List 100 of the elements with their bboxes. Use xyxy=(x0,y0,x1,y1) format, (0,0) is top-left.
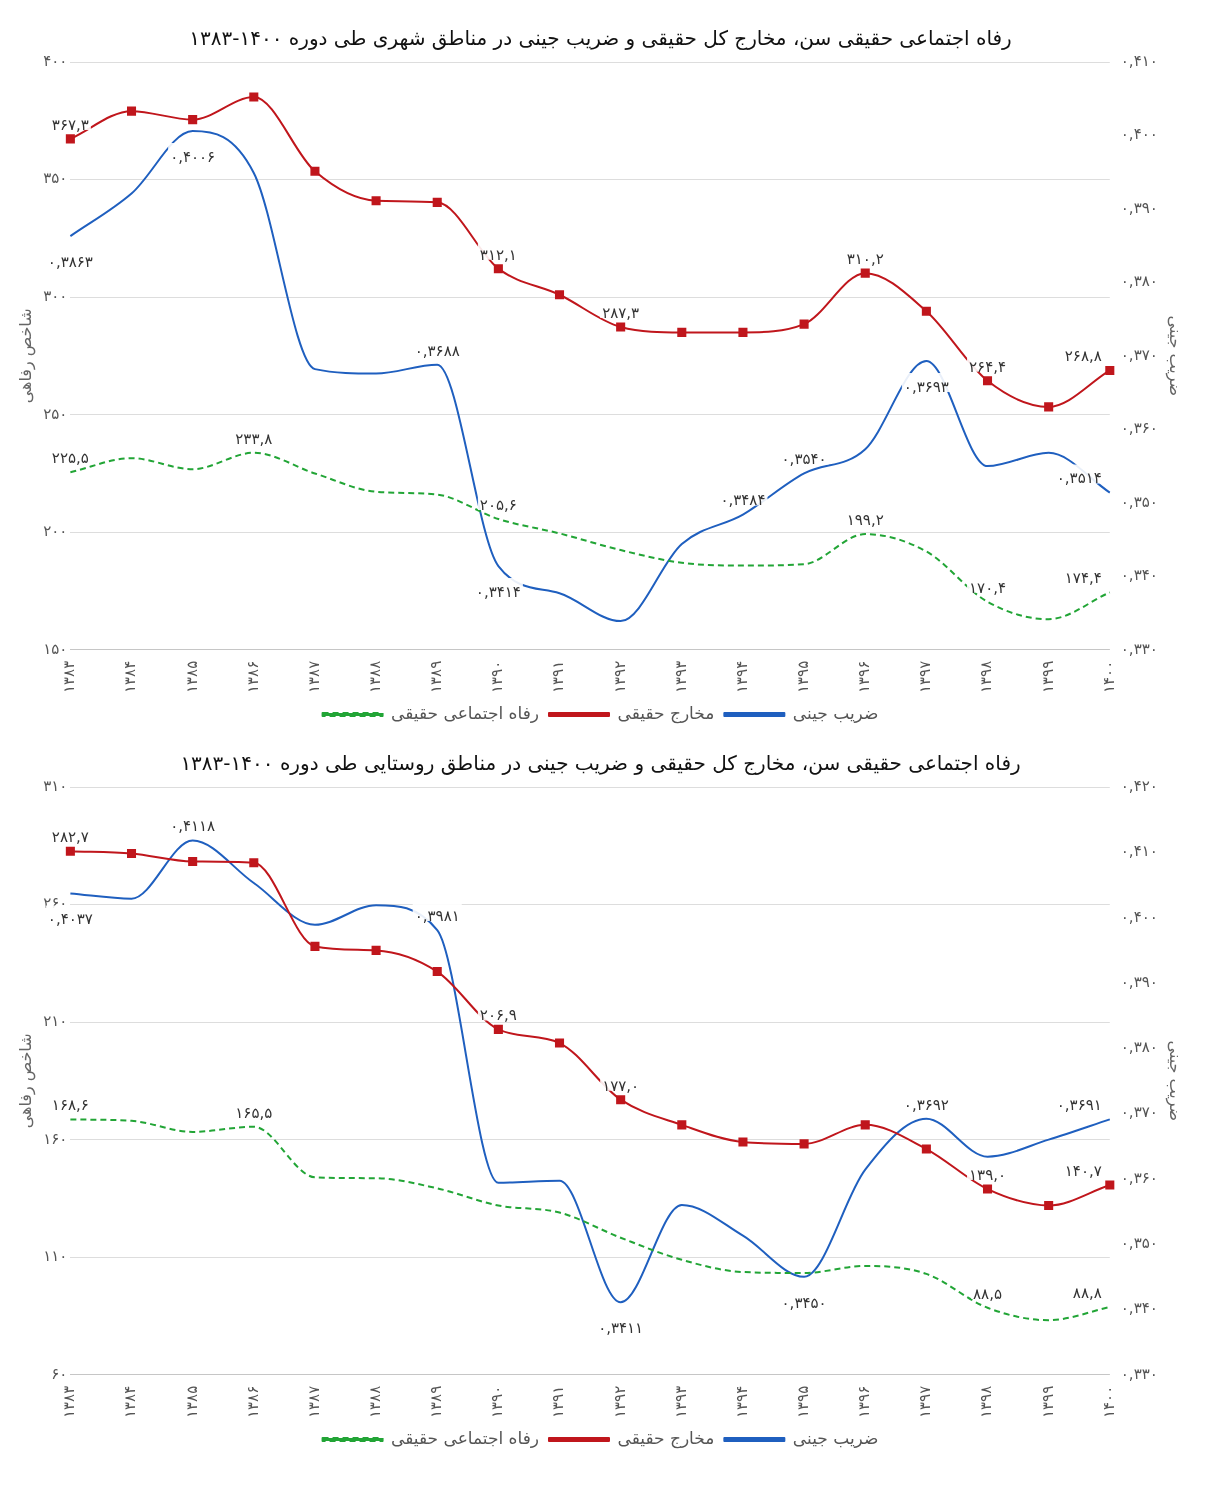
x-tick-label: ۱۳۹۶ xyxy=(855,660,874,694)
legend-label: ضریب جینی xyxy=(792,1427,879,1448)
data-label: ۸۸,۸ xyxy=(1072,1283,1102,1302)
x-tick-label: ۱۳۹۷ xyxy=(916,660,935,694)
point xyxy=(554,290,565,300)
x-tick-label: ۱۳۹۱ xyxy=(549,1385,568,1419)
x-tick-label: ۱۳۹۵ xyxy=(793,660,812,694)
point xyxy=(982,376,993,386)
point xyxy=(738,327,748,337)
data-label: ۸۸,۵ xyxy=(973,1284,1002,1303)
x-tick-label: ۱۳۸۵ xyxy=(182,1385,201,1419)
x-tick-label: ۱۳۹۲ xyxy=(610,660,629,694)
point xyxy=(616,1095,626,1105)
data-label: ۲۶۸,۸ xyxy=(1064,347,1102,366)
data-label: ۲۰۶,۹ xyxy=(479,1006,517,1025)
x-tick-label: ۱۳۸۹ xyxy=(427,1385,446,1419)
x-tick-label: ۱۳۹۲ xyxy=(610,1385,629,1419)
x-tick-label: ۱۳۸۶ xyxy=(243,1385,262,1419)
data-label: ۰,۳۴۱۱ xyxy=(598,1319,644,1338)
y-tick-label: ۱۶۰ xyxy=(43,1129,68,1148)
y-tick-label: ۲۶۰ xyxy=(43,894,68,913)
data-label: ۰,۳۵۴۰ xyxy=(781,450,827,469)
data-label: ۱۹۹,۲ xyxy=(846,510,884,529)
y2-tick-label: ۰,۳۵۰ xyxy=(1120,492,1158,511)
x-tick-label: ۱۳۸۳ xyxy=(60,660,79,694)
data-label: ۰,۴۰۰۶ xyxy=(170,147,216,166)
y2-tick-label: ۰,۴۱۰ xyxy=(1120,842,1158,861)
point xyxy=(432,197,442,207)
x-tick-label: ۱۳۸۷ xyxy=(304,660,323,694)
x-tick-label: ۱۳۸۴ xyxy=(121,660,140,694)
legend-label: مخارج حقیقی xyxy=(617,1427,715,1449)
data-label: ۲۰۵,۶ xyxy=(479,495,517,514)
point xyxy=(65,134,75,144)
y-tick-label: ۳۰۰ xyxy=(43,287,68,305)
point xyxy=(432,967,442,977)
y-tick-label: ۳۱۰ xyxy=(43,776,68,795)
point xyxy=(493,264,503,274)
point xyxy=(616,322,626,332)
x-tick-label: ۱۴۰۰ xyxy=(1099,660,1118,694)
data-label: ۱۶۵,۵ xyxy=(235,1103,273,1122)
legend-label: مخارج حقیقی xyxy=(617,702,715,724)
x-tick-label: ۱۳۹۴ xyxy=(732,1385,751,1419)
data-label: ۰,۳۶۹۲ xyxy=(903,1095,949,1114)
data-label: ۲۸۷,۳ xyxy=(602,303,640,322)
data-label: ۲۶۴,۴ xyxy=(969,357,1007,376)
y2-tick-label: ۰,۳۴۰ xyxy=(1120,566,1158,585)
x-tick-label: ۱۳۹۳ xyxy=(671,660,690,694)
x-tick-label: ۱۳۹۰ xyxy=(488,1385,507,1419)
data-label: ۱۶۸,۶ xyxy=(51,1096,89,1115)
point xyxy=(188,856,198,867)
data-label: ۰,۳۶۸۸ xyxy=(414,341,460,360)
x-tick-label: ۱۳۸۳ xyxy=(60,1385,79,1419)
y-tick-label: ۳۵۰ xyxy=(43,169,68,188)
point xyxy=(677,1120,687,1130)
x-tick-label: ۱۳۸۴ xyxy=(121,1385,140,1419)
data-label: ۰,۳۶۹۱ xyxy=(1056,1096,1102,1115)
y2-tick-label: ۰,۴۰۰ xyxy=(1120,907,1158,926)
data-label: ۲۲۵,۵ xyxy=(51,449,89,468)
x-tick-label: ۱۳۹۱ xyxy=(549,660,568,694)
y2-axis-title: ضریب جینی xyxy=(1165,1040,1186,1122)
point xyxy=(921,306,931,316)
y2-tick-label: ۰,۳۸۰ xyxy=(1120,272,1158,291)
y2-tick-label: ۰,۳۹۰ xyxy=(1120,198,1158,217)
y2-tick-label: ۰,۴۰۰ xyxy=(1120,125,1158,144)
data-label: ۰,۳۴۱۴ xyxy=(475,582,521,601)
x-tick-label: ۱۳۹۶ xyxy=(855,1385,874,1419)
data-label: ۱۷۴,۴ xyxy=(1064,569,1102,588)
y2-tick-label: ۰,۳۷۰ xyxy=(1120,1103,1158,1122)
point xyxy=(371,196,381,206)
point xyxy=(126,106,137,116)
y2-tick-label: ۰,۳۶۰ xyxy=(1120,1168,1158,1187)
point xyxy=(310,941,320,951)
y-tick-label: ۲۰۰ xyxy=(43,522,68,541)
y2-tick-label: ۰,۳۳۰ xyxy=(1120,1364,1158,1383)
y-tick-label: ۱۵۰ xyxy=(43,639,68,658)
data-label: ۳۶۷,۳ xyxy=(51,115,89,134)
point xyxy=(921,1144,931,1154)
data-label: ۳۱۲,۱ xyxy=(479,245,517,264)
point xyxy=(493,1024,503,1034)
x-tick-label: ۱۳۹۸ xyxy=(977,660,996,694)
y-tick-label: ۲۱۰ xyxy=(43,1012,68,1030)
chart-title: رفاه اجتماعی حقیقی سن، مخارج کل حقیقی و ضریب جینی در مناطق شهری طی دوره ۱۴۰۰-۱۳۸۳ xyxy=(189,26,1012,51)
y-axis-title: شاخص رفاهی xyxy=(15,1033,36,1129)
point xyxy=(1044,402,1054,412)
line-series xyxy=(69,1118,1111,1322)
x-tick-label: ۱۳۸۸ xyxy=(365,1385,384,1419)
point xyxy=(799,319,809,329)
point xyxy=(65,846,75,856)
point xyxy=(126,849,137,859)
x-tick-label: ۱۳۸۶ xyxy=(243,660,262,694)
point xyxy=(677,327,687,337)
y2-tick-label: ۰,۳۵۰ xyxy=(1120,1234,1158,1253)
data-label: ۰,۳۹۸۱ xyxy=(414,906,460,925)
data-label: ۰,۴۱۱۸ xyxy=(170,817,216,836)
point xyxy=(188,115,198,125)
y-axis-title: شاخص رفاهی xyxy=(15,308,36,404)
legend-label: رفاه اجتماعی حقیقی xyxy=(391,702,539,723)
data-label: ۱۷۷,۰ xyxy=(602,1076,640,1095)
data-label: ۲۳۳,۸ xyxy=(235,429,273,448)
data-label: ۰,۳۵۱۴ xyxy=(1056,469,1102,488)
